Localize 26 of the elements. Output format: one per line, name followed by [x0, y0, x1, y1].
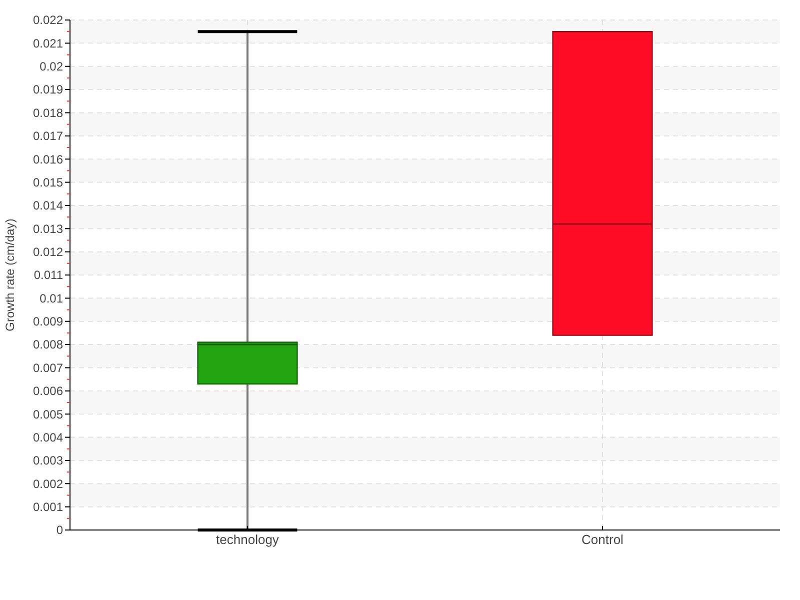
y-tick-label: 0.001: [32, 500, 64, 514]
y-tick-label: 0.012: [32, 245, 64, 260]
y-tick-label: 0.006: [32, 384, 64, 398]
y-tick-label: 0.003: [32, 454, 64, 468]
y-tick-label: 0.017: [32, 129, 64, 144]
y-tick-label: 0.013: [32, 222, 64, 236]
y-tick-label: 0.018: [32, 106, 64, 120]
y-tick-label: 0.016: [32, 152, 64, 166]
x-tick-label: technology: [216, 532, 280, 547]
y-tick-label: 0.021: [32, 36, 64, 50]
y-tick-label: 0.007: [32, 360, 64, 375]
y-tick-label: 0.019: [32, 82, 64, 97]
y-tick-label: 0.008: [32, 338, 64, 352]
y-tick-label: 0.002: [32, 476, 64, 491]
y-tick-label: 0.015: [32, 175, 64, 190]
y-tick-label: 0.014: [32, 198, 64, 213]
y-tick-label: 0.005: [32, 407, 64, 422]
y-tick-label: 0.004: [32, 430, 64, 444]
y-tick-label: 0.022: [32, 13, 64, 28]
y-tick-label: 0.009: [32, 314, 64, 329]
y-tick-label: 0.02: [40, 60, 64, 74]
y-tick-label: 0.01: [40, 291, 64, 306]
x-tick-label: Control: [582, 532, 624, 547]
y-tick-label: 0.011: [34, 268, 64, 282]
y-axis-title: Growth rate (cm/day): [3, 218, 17, 332]
y-tick-label: 0: [56, 523, 64, 538]
